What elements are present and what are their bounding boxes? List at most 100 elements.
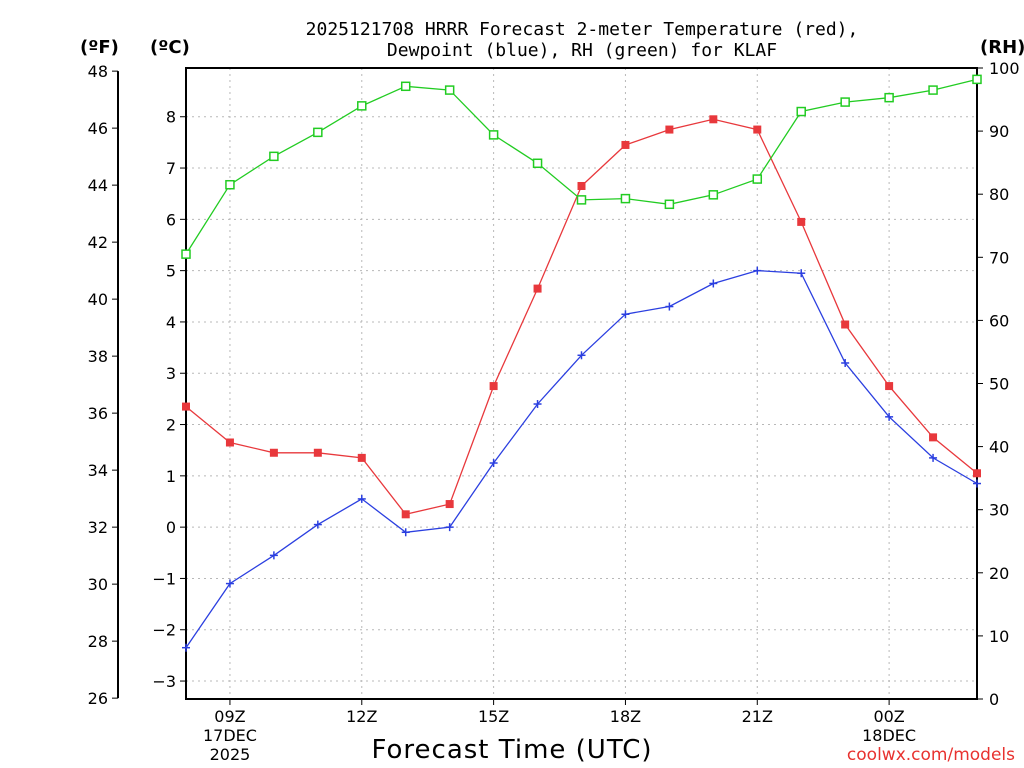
rh-point: [752, 174, 763, 184]
dewpoint-point: [489, 459, 498, 468]
temperature-point: [357, 453, 366, 462]
dewpoint-point: [841, 358, 850, 367]
dewpoint-point: [753, 266, 762, 275]
dewpoint-point: [313, 520, 322, 529]
celsius-tick-label: 8: [166, 108, 176, 127]
temperature-point: [797, 217, 806, 226]
fahrenheit-tick-label: 46: [88, 119, 108, 138]
dewpoint-point: [665, 302, 674, 311]
rh-tick-label: 90: [989, 122, 1009, 141]
x-tick-label: 09Z: [214, 707, 245, 726]
rh-tick-label: 20: [989, 564, 1009, 583]
fahrenheit-tick-label: 44: [88, 176, 108, 195]
fahrenheit-tick-label: 38: [88, 347, 108, 366]
temperature-point: [841, 320, 850, 329]
fahrenheit-tick-label: 28: [88, 632, 108, 651]
rh-tick-label: 40: [989, 438, 1009, 457]
dewpoint-point: [401, 528, 410, 537]
chart-title-line2: Dewpoint (blue), RH (green) for KLAF: [387, 40, 777, 61]
rh-point: [708, 190, 719, 200]
dewpoint-point: [269, 551, 278, 560]
dewpoint-point: [885, 412, 894, 421]
rh-point: [225, 179, 235, 190]
x-tick-label: 21Z: [742, 707, 773, 726]
rh-point: [269, 151, 279, 162]
temperature-point: [182, 402, 190, 411]
rh-tick-label: 30: [989, 501, 1009, 520]
fahrenheit-tick-label: 36: [88, 404, 108, 423]
temperature-point: [753, 125, 762, 134]
rh-point: [620, 193, 631, 204]
temperature-point: [533, 284, 542, 293]
temperature-point: [665, 125, 674, 134]
celsius-tick-label: 1: [166, 467, 176, 486]
rh-unit-label: (RH): [980, 37, 1024, 58]
grid-lines: [186, 68, 977, 699]
celsius-tick-label: 5: [166, 262, 176, 281]
dewpoint-line: [185, 269, 978, 649]
dewpoint-point: [929, 453, 938, 462]
data-series: [181, 74, 982, 652]
rh-tick-label: 0: [989, 690, 999, 709]
dewpoint-point: [225, 579, 234, 588]
rh-point: [444, 85, 455, 95]
x-tick-label: 2025: [210, 745, 251, 764]
temperature-point: [709, 115, 718, 124]
rh-tick-label: 10: [989, 627, 1009, 646]
rh-point: [928, 85, 938, 95]
x-axis-label: Forecast Time (UTC): [371, 735, 652, 765]
rh-tick-label: 50: [989, 375, 1009, 394]
temperature-point: [577, 181, 586, 190]
chart-title-line1: 2025121708 HRRR Forecast 2-meter Tempera…: [306, 19, 859, 40]
celsius-tick-label: 2: [166, 416, 176, 435]
rh-point: [576, 195, 587, 205]
credit-text: coolwx.com/models: [847, 745, 1015, 765]
celsius-unit-label: (ºC): [150, 37, 190, 58]
temperature-point: [973, 469, 981, 478]
temperature-point: [401, 510, 410, 519]
fahrenheit-tick-label: 34: [88, 461, 108, 480]
temperature-point: [313, 448, 322, 457]
rh-point: [840, 97, 850, 107]
celsius-tick-label: 3: [166, 364, 176, 383]
celsius-tick-label: 7: [166, 159, 176, 178]
temperature-point: [225, 438, 234, 447]
celsius-tick-label: −2: [152, 621, 176, 640]
rh-point: [488, 130, 499, 140]
rh-tick-label: 60: [989, 311, 1009, 330]
plot-frame: [185, 67, 978, 700]
celsius-tick-label: 4: [166, 313, 176, 332]
fahrenheit-tick-label: 30: [88, 575, 108, 594]
fahrenheit-tick-label: 48: [88, 62, 108, 81]
dewpoint-point: [182, 643, 190, 652]
dewpoint-point: [357, 494, 366, 503]
celsius-tick-label: 0: [166, 518, 176, 537]
x-tick-label: 00Z: [873, 707, 904, 726]
axes: −3−2−10123456782628303234363840424446480…: [88, 59, 1020, 764]
dewpoint-point: [797, 269, 806, 278]
fahrenheit-tick-label: 42: [88, 233, 108, 252]
rh-line: [185, 78, 978, 255]
fahrenheit-tick-label: 26: [88, 689, 108, 708]
rh-point: [532, 158, 543, 169]
x-tick-label: 17DEC: [203, 726, 257, 745]
temperature-point: [269, 448, 278, 457]
rh-point: [664, 199, 675, 210]
celsius-tick-label: 6: [166, 210, 176, 229]
celsius-tick-label: −1: [152, 569, 176, 588]
x-tick-label: 15Z: [478, 707, 509, 726]
x-tick-label: 18DEC: [862, 726, 916, 745]
rh-tick-label: 70: [989, 248, 1009, 267]
rh-tick-label: 100: [989, 59, 1020, 78]
rh-point: [796, 106, 806, 117]
rh-point: [972, 74, 982, 85]
temperature-point: [445, 500, 454, 509]
temperature-point: [621, 140, 630, 149]
fahrenheit-unit-label: (ºF): [80, 37, 119, 58]
rh-point: [181, 249, 191, 259]
temperature-point: [885, 382, 894, 391]
temperature-point: [929, 433, 938, 442]
rh-point: [400, 81, 411, 92]
temperature-point: [489, 382, 498, 391]
